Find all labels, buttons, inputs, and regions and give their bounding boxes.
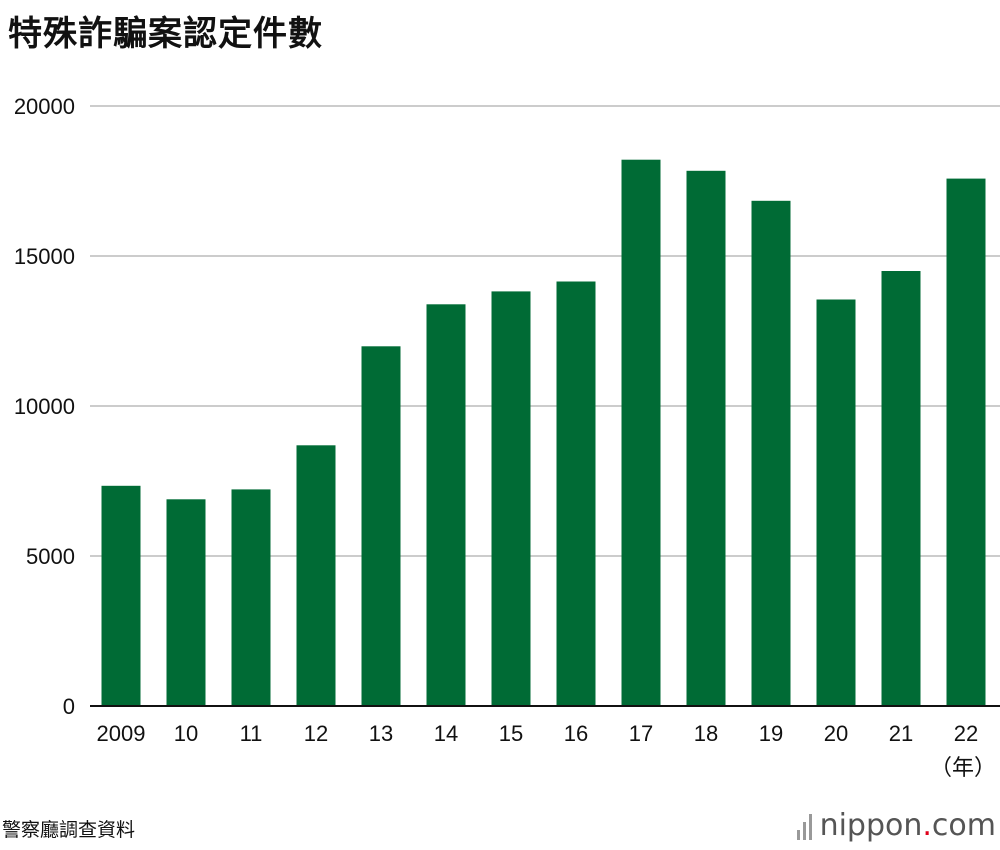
x-tick-label: 22 [954,721,978,746]
bar [621,159,661,706]
bar [361,346,401,706]
logo-bars-icon [796,812,812,840]
chart-title: 特殊詐騙案認定件數 [8,14,323,54]
x-tick-label: 16 [564,721,588,746]
bar [296,445,336,706]
nippon-logo: nippon. com [796,808,996,843]
x-tick-label: 18 [694,721,718,746]
x-tick-label: 13 [369,721,393,746]
x-tick-label: 12 [304,721,328,746]
bar [166,499,206,706]
x-tick-label: 17 [629,721,653,746]
x-axis-unit: （年） [930,756,996,781]
y-tick-label: 5000 [26,544,75,569]
brand-name: nippon [819,808,923,843]
bar [946,178,986,707]
y-tick-label: 20000 [14,94,75,119]
bar [426,304,466,706]
x-tick-label: 11 [240,721,263,746]
source-note: 警察廳調查資料 [2,819,136,841]
bar [556,281,596,706]
y-axis-ticks: 0 5000 10000 15000 20000 [14,94,75,719]
y-tick-label: 10000 [14,394,75,419]
gridlines [90,105,1000,557]
bar [101,485,141,706]
bar [231,489,271,706]
x-tick-label: 10 [174,721,198,746]
y-tick-label: 0 [63,694,75,719]
x-tick-label: 19 [759,721,783,746]
bar [491,291,531,706]
bar [751,200,791,707]
bars [101,159,986,707]
x-tick-label: 15 [499,721,523,746]
x-tick-label: 21 [889,721,913,746]
bar [816,299,856,706]
x-tick-label: 20 [824,721,848,746]
brand-tld: com [931,808,996,843]
bar [686,170,726,707]
brand-dot: . [922,808,932,843]
y-tick-label: 15000 [14,244,75,269]
bar [881,271,921,706]
x-tick-label: 2009 [97,721,146,746]
x-tick-label: 14 [434,721,458,746]
x-axis-ticks: 2009 10 11 12 13 14 15 16 17 18 19 20 21 22 [97,721,979,746]
